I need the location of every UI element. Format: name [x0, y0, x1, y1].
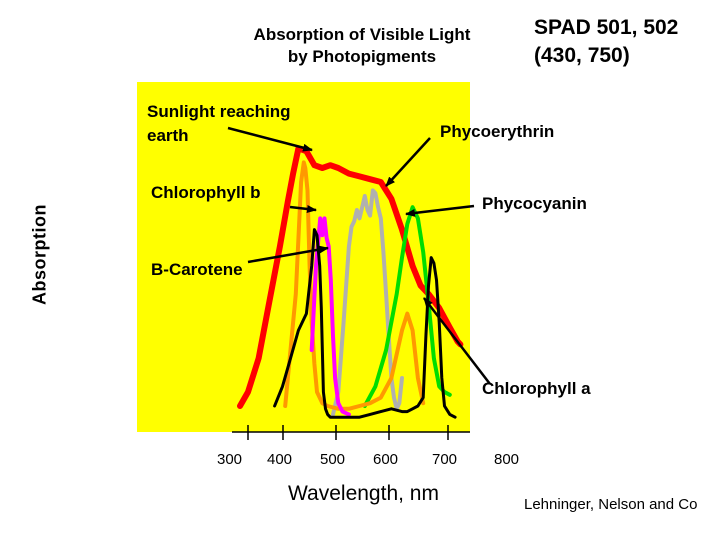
chart-title-line-1: Absorption of Visible Light [253, 25, 471, 44]
annotation-phycocyanin: Phycocyanin [482, 194, 587, 213]
arrow-phycocyanin [405, 204, 475, 217]
arrow-chlorophyll-b [289, 204, 317, 213]
x-tick-label-700: 700 [432, 451, 457, 468]
arrow-chlorophyll-a [423, 297, 491, 385]
x-axis-label: Wavelength, nm [288, 482, 439, 505]
x-tick-label-800: 800 [494, 451, 519, 468]
series-chlorophyll-a [273, 228, 457, 419]
x-tick-label-500: 500 [320, 451, 345, 468]
annotation-arrows [227, 126, 491, 385]
spad-note-line-2: (430, 750) [534, 44, 630, 67]
annotation-sunlight-line-1: Sunlight reaching [147, 102, 291, 121]
spad-note: SPAD 501, 502 (430, 750) [534, 14, 678, 70]
annotation-b-carotene: B-Carotene [151, 260, 243, 279]
chart-title-line-2: by Photopigments [287, 47, 437, 66]
chart-title: Absorption of Visible Light by Photopigm… [232, 24, 492, 68]
arrow-sunlight [227, 126, 313, 152]
annotation-chlorophyll-b: Chlorophyll b [151, 183, 261, 202]
annotation-sunlight-line-2: earth [147, 126, 189, 145]
arrow-phycoerythrin [385, 137, 431, 187]
spad-note-line-1: SPAD 501, 502 [534, 16, 679, 39]
credit-text: Lehninger, Nelson and Co [524, 496, 698, 513]
x-tick-label-600: 600 [373, 451, 398, 468]
arrow-b-carotene [247, 245, 329, 264]
x-tick-label-300: 300 [217, 451, 242, 468]
annotation-phycoerythrin: Phycoerythrin [440, 122, 554, 141]
x-tick-label-400: 400 [267, 451, 292, 468]
plot-area [137, 82, 470, 432]
x-ticks: 300 400 500 600 700 800 [217, 425, 519, 468]
annotation-chlorophyll-a: Chlorophyll a [482, 379, 591, 398]
